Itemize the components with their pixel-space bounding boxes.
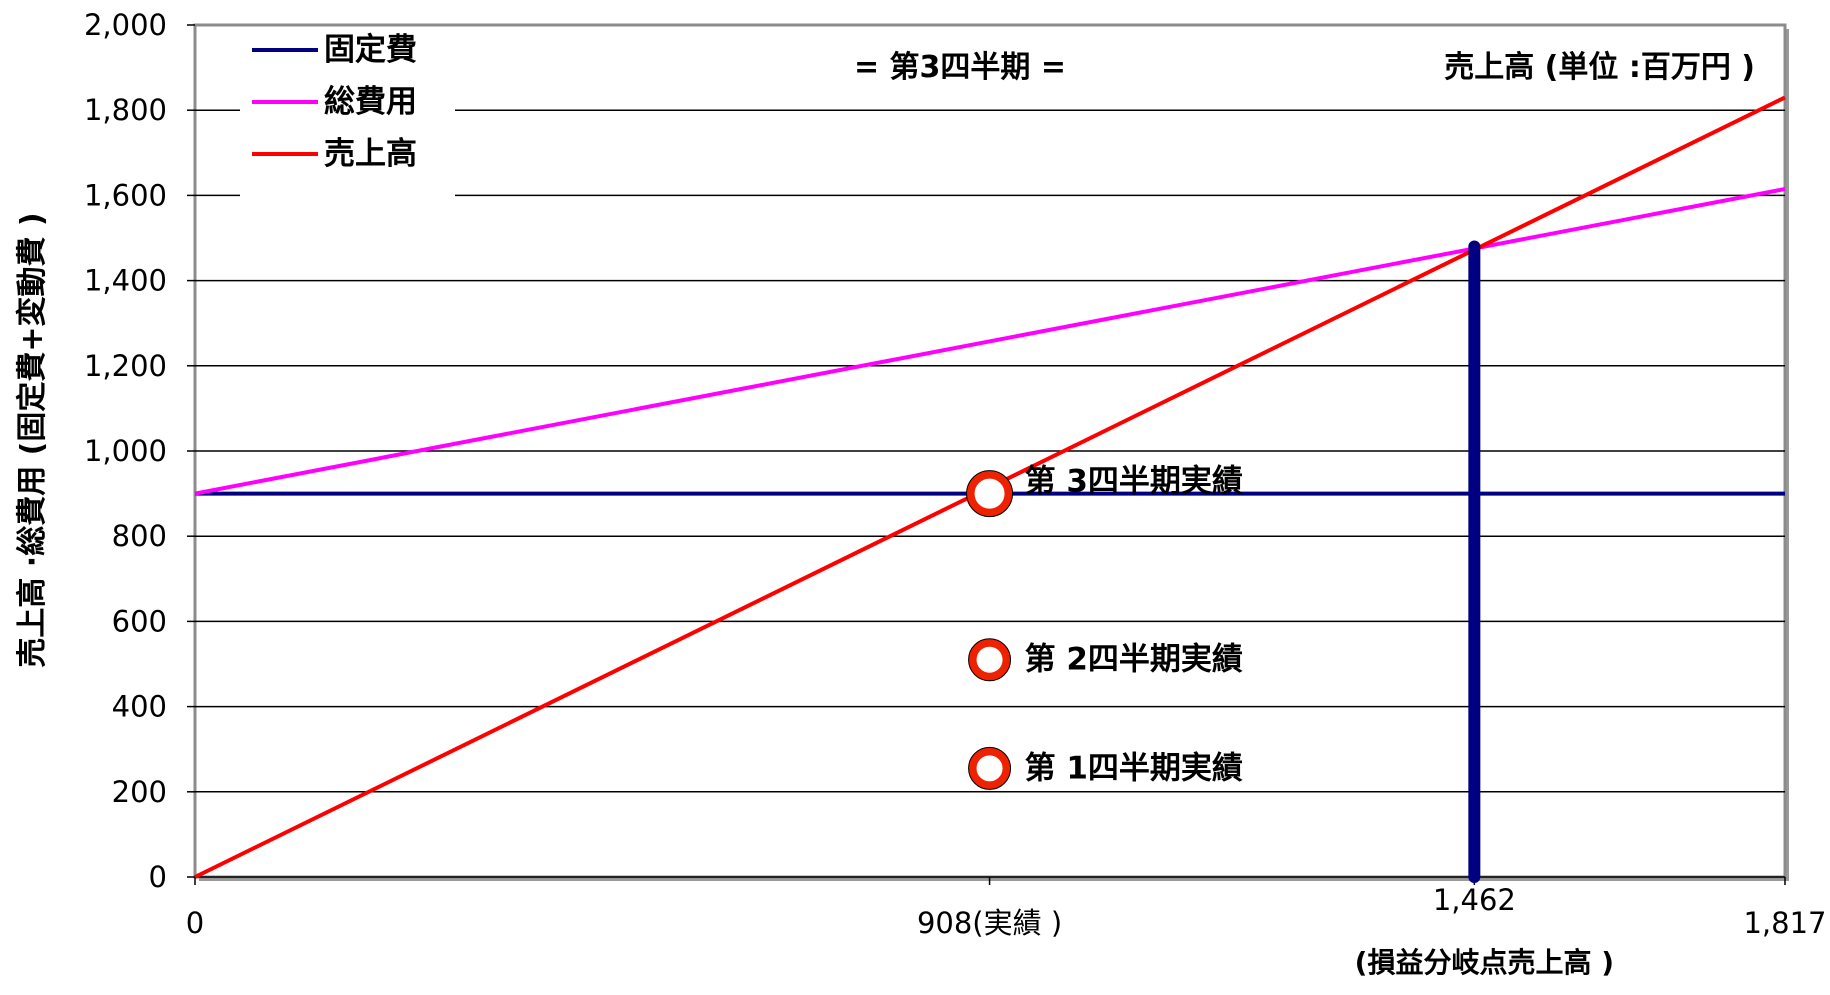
legend-label-0: 固定費 — [324, 32, 417, 68]
y-tick-label-4: 800 — [112, 519, 167, 553]
y-tick-label-3: 600 — [112, 604, 167, 638]
y-tick-label-1: 200 — [112, 775, 167, 809]
quarter-marker-outline-3 — [968, 746, 1012, 790]
quarter-marker-label-3: 第 1四半期実績 — [1025, 750, 1243, 786]
chart-title: = 第3四半期 = — [854, 50, 1066, 85]
y-tick-label-10: 2,000 — [84, 8, 167, 42]
x-tick-label-2: 1,462 — [1433, 883, 1516, 917]
x-tick-label-0: 0 — [186, 906, 204, 940]
quarter-marker-outline-1 — [966, 470, 1014, 518]
y-tick-label-5: 1,000 — [84, 434, 167, 468]
series-line-1 — [194, 187, 1786, 496]
quarter-marker-outline-2 — [968, 638, 1012, 682]
y-tick-label-9: 1,800 — [84, 93, 167, 127]
quarter-marker-label-2: 第 2四半期実績 — [1025, 642, 1243, 678]
quarter-marker-3 — [968, 747, 1011, 790]
y-tick-label-6: 1,200 — [84, 349, 167, 383]
y-tick-label-0: 0 — [149, 860, 167, 894]
legend-box — [240, 30, 455, 200]
y-tick-label-7: 1,400 — [84, 264, 167, 298]
quarter-marker-2 — [968, 638, 1011, 681]
x-tick-sublabel-2: (損益分岐点売上高 ) — [1355, 946, 1614, 979]
unit-note: 売上高 (単位 :百万円 ) — [1444, 50, 1755, 85]
y-tick-label-8: 1,600 — [84, 178, 167, 212]
x-tick-label-3: 1,817 — [1743, 906, 1826, 940]
y-tick-label-2: 400 — [112, 690, 167, 724]
y-axis-label: 売上高 ·総費用 (固定費+変動費 ) — [15, 212, 50, 667]
quarter-marker-1 — [966, 470, 1013, 517]
quarter-marker-label-1: 第 3四半期実績 — [1025, 464, 1243, 500]
legend-label-1: 総費用 — [324, 84, 417, 120]
legend-label-2: 売上高 — [324, 136, 417, 172]
x-tick-label-1: 908(実績 ) — [917, 906, 1062, 940]
